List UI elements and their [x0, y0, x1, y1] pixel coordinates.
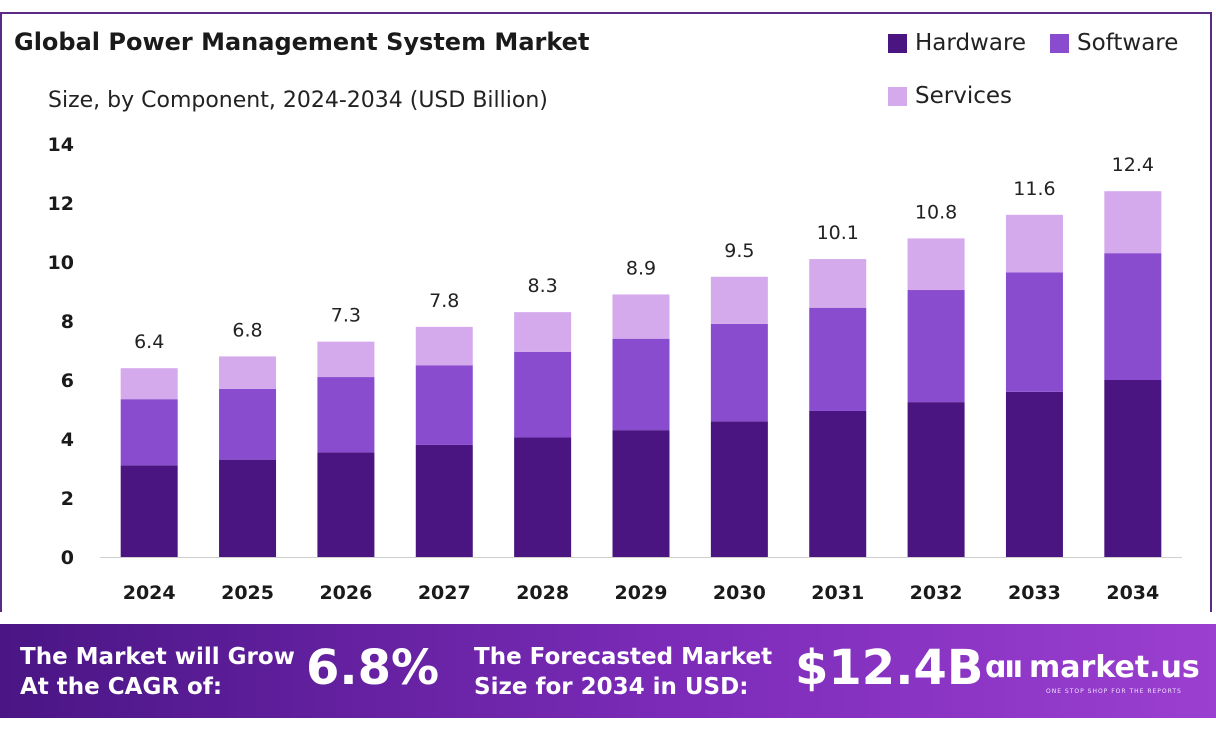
cagr-label: The Market will Grow At the CAGR of:: [20, 642, 295, 702]
bar-software: [514, 351, 572, 438]
cagr-label-line2: At the CAGR of:: [20, 674, 223, 700]
x-tick-label: 2026: [319, 582, 372, 604]
forecast-label: The Forecasted Market Size for 2034 in U…: [474, 642, 772, 702]
legend-label-services: Services: [915, 83, 1012, 109]
bar-services: [1104, 191, 1162, 254]
bar-hardware: [612, 430, 670, 557]
bar-hardware: [1104, 380, 1162, 557]
bar-services: [809, 259, 867, 308]
bar-total-label: 10.1: [817, 222, 859, 244]
bar-services: [219, 356, 277, 389]
bar-hardware: [415, 444, 473, 557]
bar-total-label: 6.4: [134, 331, 164, 353]
x-tick-label: 2031: [811, 582, 864, 604]
logo-tagline: ONE STOP SHOP FOR THE REPORTS: [1046, 688, 1182, 695]
forecast-label-line2: Size for 2034 in USD:: [474, 674, 749, 700]
y-tick-label: 2: [61, 488, 74, 510]
bar-services: [710, 276, 768, 324]
legend-services: Services: [888, 83, 1012, 109]
bar-software: [120, 399, 178, 466]
x-tick-label: 2034: [1106, 582, 1159, 604]
y-tick-label: 6: [61, 370, 74, 392]
bar-software: [1005, 272, 1063, 392]
bar-services: [907, 238, 965, 291]
legend-label-hardware: Hardware: [915, 30, 1027, 56]
chart-title: Global Power Management System Market: [14, 28, 590, 56]
legend-label-software: Software: [1077, 30, 1179, 56]
x-tick-label: 2024: [123, 582, 176, 604]
cagr-value: 6.8%: [306, 640, 440, 696]
bar-services: [317, 341, 375, 378]
bar-total-label: 7.8: [429, 290, 459, 312]
bar-software: [612, 338, 670, 431]
logo-mark-icon: ɑıı: [985, 650, 1023, 685]
cagr-label-line1: The Market will Grow: [20, 644, 295, 670]
chart-subtitle: Size, by Component, 2024-2034 (USD Billi…: [48, 88, 548, 113]
bar-hardware: [219, 459, 277, 557]
x-tick-label: 2027: [418, 582, 471, 604]
legend-software: Software: [1050, 30, 1178, 56]
y-tick-label: 10: [48, 252, 74, 274]
x-tick-label: 2030: [713, 582, 766, 604]
bar-services: [415, 326, 473, 366]
bar-software: [415, 365, 473, 445]
y-tick-label: 14: [48, 134, 74, 156]
bar-hardware: [710, 421, 768, 557]
bar-total-label: 8.9: [626, 257, 656, 279]
logo-text: market.us: [1029, 650, 1200, 685]
bar-software: [710, 323, 768, 422]
forecast-label-line1: The Forecasted Market: [474, 644, 773, 670]
bar-services: [120, 368, 178, 400]
y-tick-label: 4: [61, 429, 74, 451]
forecast-value: $12.4B: [795, 640, 984, 696]
x-tick-label: 2028: [516, 582, 569, 604]
x-tick-label: 2029: [615, 582, 668, 604]
y-tick-label: 8: [61, 311, 74, 333]
x-tick-label: 2032: [910, 582, 963, 604]
bar-services: [1005, 214, 1063, 273]
bar-services: [514, 312, 572, 352]
bar-total-label: 11.6: [1013, 178, 1055, 200]
bar-total-label: 7.3: [331, 305, 361, 327]
bar-software: [1104, 253, 1162, 380]
bar-software: [809, 307, 867, 411]
bar-software: [907, 290, 965, 403]
bar-services: [612, 294, 670, 339]
x-tick-label: 2025: [221, 582, 274, 604]
bar-hardware: [1005, 391, 1063, 557]
stacked-bar-chart: 0 2 4 6 8 10 12 14 6.4 2024 6.8 2025 7.3 2026 7.8 2027 8…: [48, 134, 1182, 604]
bar-hardware: [514, 437, 572, 557]
legend-hardware: Hardware: [888, 30, 1026, 56]
legend-swatch-software: [1050, 33, 1069, 53]
summary-banner: The Market will Grow At the CAGR of: 6.8…: [0, 624, 1216, 718]
bar-total-label: 10.8: [915, 201, 957, 223]
chart-frame: [0, 12, 1212, 612]
bar-total-label: 9.5: [724, 240, 754, 262]
bar-software: [317, 377, 375, 453]
bar-total-label: 6.8: [232, 319, 262, 341]
bar-total-label: 8.3: [528, 275, 558, 297]
bar-hardware: [317, 452, 375, 557]
bar-total-label: 12.4: [1112, 154, 1154, 176]
bar-hardware: [907, 402, 965, 557]
x-tick-label: 2033: [1008, 582, 1061, 604]
legend-swatch-services: [888, 86, 907, 106]
y-tick-label: 12: [48, 193, 74, 215]
y-tick-label: 0: [61, 547, 74, 569]
bar-hardware: [120, 465, 178, 557]
legend-swatch-hardware: [888, 33, 907, 53]
marketus-logo: ɑıı market.us: [985, 650, 1200, 685]
bar-hardware: [809, 410, 867, 557]
bar-software: [219, 388, 277, 460]
